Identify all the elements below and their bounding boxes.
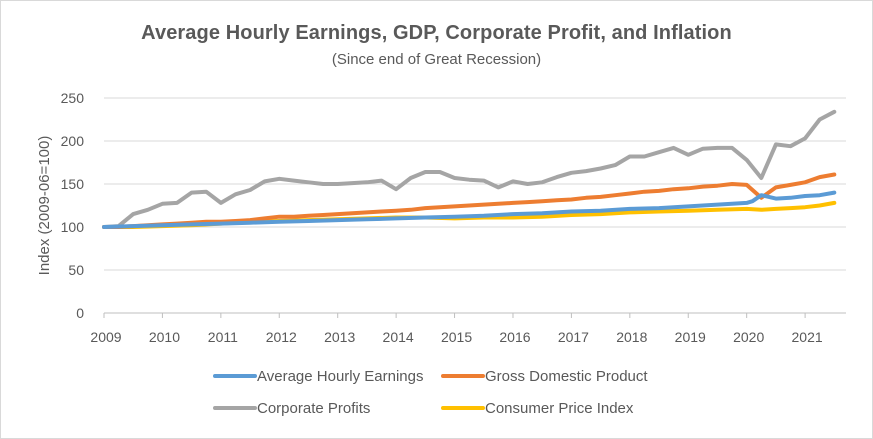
chart-subtitle: (Since end of Great Recession): [331, 51, 542, 68]
legend-label-average-hourly-earnings: Average Hourly Earnings: [257, 368, 423, 385]
y-tick-label: 100: [61, 219, 85, 235]
y-tick-label: 150: [61, 176, 85, 192]
y-axis-ticks: 0 50 100 150 200 250: [61, 90, 85, 321]
x-tick-label: 2010: [149, 329, 180, 345]
y-tick-label: 200: [61, 133, 85, 149]
series-line-corporate-profits: [102, 109, 837, 229]
x-tick-label: 2020: [733, 329, 764, 345]
x-tick-label: 2019: [675, 329, 706, 345]
x-tick-label: 2012: [266, 329, 297, 345]
legend-label-corporate-profits: Corporate Profits: [257, 400, 370, 417]
x-tick-label: 2016: [499, 329, 530, 345]
x-tick-label: 2009: [90, 329, 121, 345]
series-lines: [102, 109, 837, 229]
x-axis-ticks: 2009 2010 2011 2012 2013 2014 2015 2016 2017 2018…: [90, 329, 822, 345]
x-tick-label: 2021: [792, 329, 823, 345]
y-tick-label: 50: [68, 262, 84, 278]
x-axis: [103, 312, 846, 318]
x-tick-label: 2017: [558, 329, 589, 345]
x-tick-label: 2014: [383, 329, 414, 345]
series-line-average-hourly-earnings: [102, 190, 837, 229]
gridlines: [104, 97, 846, 271]
chart-title: Average Hourly Earnings, GDP, Corporate …: [141, 22, 732, 44]
x-tick-label: 2013: [324, 329, 355, 345]
x-tick-label: 2015: [441, 329, 472, 345]
legend: Average Hourly Earnings Gross Domestic Pr…: [213, 368, 648, 417]
y-tick-label: 250: [61, 90, 85, 106]
legend-label-consumer-price-index: Consumer Price Index: [485, 400, 634, 417]
y-axis-title: Index (2009-06=100): [36, 136, 53, 276]
y-tick-label: 0: [76, 305, 84, 321]
x-tick-label: 2018: [616, 329, 647, 345]
x-tick-label: 2011: [208, 329, 238, 345]
legend-label-gross-domestic-product: Gross Domestic Product: [485, 368, 648, 385]
